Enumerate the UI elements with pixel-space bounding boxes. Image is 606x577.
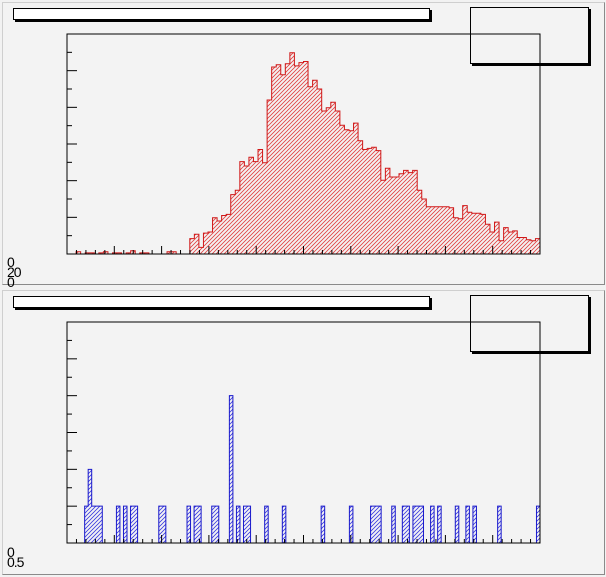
y-axis-label: 0 [7,544,15,560]
y-axis-label: 0 [7,274,15,290]
histogram-outline [67,395,541,544]
histogram-plot-bottom[interactable] [3,291,604,574]
histogram-fill [67,52,540,255]
stats-box [470,295,589,352]
y-axis-label-stack: 0 0.5 [7,544,24,570]
y-axis-label: 0 [7,254,15,270]
pad-title-box [13,296,430,308]
histogram-pad-bottom[interactable]: 0 0.5 [2,290,605,575]
y-axis-label: 0.5 [7,554,24,570]
histogram-pad-top[interactable]: 0 20 0 [2,2,605,290]
histogram-plot-top[interactable] [3,3,604,284]
y-axis-label: 20 [7,264,22,280]
pad-title-box [13,8,430,20]
stats-box [470,7,589,64]
y-axis-label-stack: 0 20 0 [7,254,22,290]
